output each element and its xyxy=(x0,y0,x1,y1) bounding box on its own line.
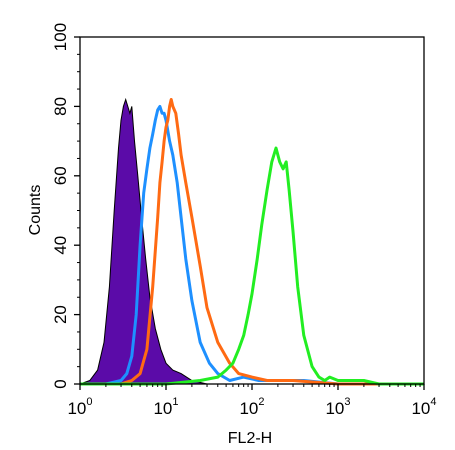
series-3-line xyxy=(80,146,424,386)
x-tick-label: 102 xyxy=(239,396,264,418)
y-tick-label: 60 xyxy=(51,166,70,185)
y-tick-label: 20 xyxy=(51,305,70,324)
series-1-line xyxy=(80,104,424,386)
x-axis-title: FL2-H xyxy=(228,430,272,447)
axes: 0 20 40 60 80 100 100 101 102 103 104 xyxy=(51,23,437,418)
series-0-area xyxy=(79,97,252,385)
y-tick-label: 80 xyxy=(51,97,70,116)
x-tick-label: 100 xyxy=(67,396,92,418)
y-tick-label: 40 xyxy=(51,236,70,255)
y-tick-label: 0 xyxy=(51,379,70,388)
x-tick-label: 101 xyxy=(153,396,178,418)
series-2-line xyxy=(80,98,424,386)
x-tick-label: 103 xyxy=(325,396,350,418)
y-tick-label: 100 xyxy=(51,23,70,51)
x-tick-label: 104 xyxy=(411,396,436,418)
y-axis-title: Counts xyxy=(27,185,44,236)
plot-area xyxy=(79,97,424,386)
